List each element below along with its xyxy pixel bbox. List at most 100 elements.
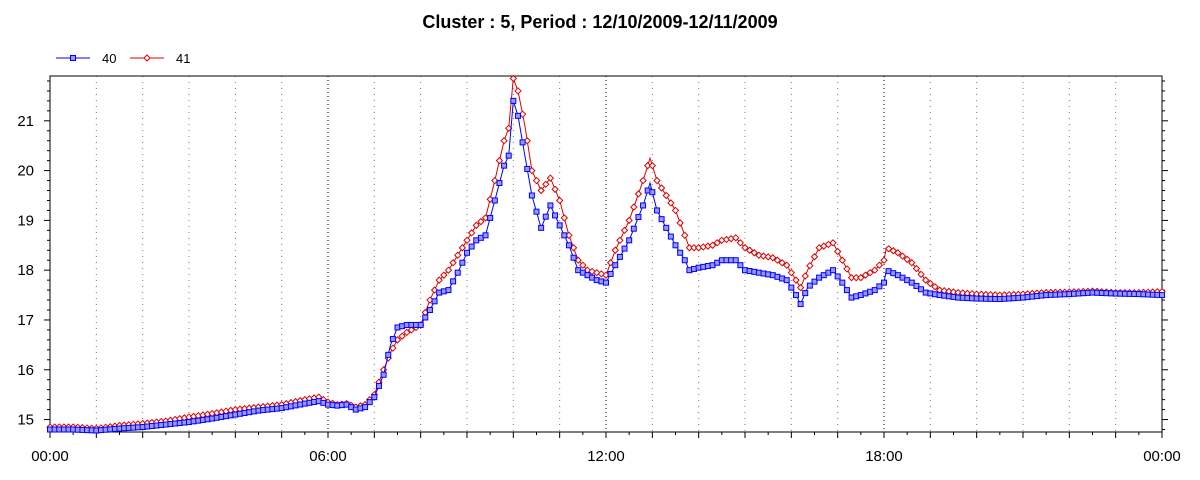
data-point xyxy=(881,279,887,286)
data-point xyxy=(375,382,382,389)
y-tick-label: 15 xyxy=(17,412,34,429)
data-point xyxy=(737,262,744,269)
data-point xyxy=(597,270,606,278)
data-point xyxy=(913,282,920,289)
data-point xyxy=(454,269,461,276)
data-point xyxy=(732,234,740,242)
data-point xyxy=(713,239,721,247)
data-point xyxy=(640,202,647,209)
data-point xyxy=(482,232,489,239)
data-point xyxy=(454,251,462,259)
data-point xyxy=(403,328,411,337)
data-point xyxy=(903,255,911,264)
data-point xyxy=(510,97,517,104)
data-point xyxy=(871,287,878,294)
data-point xyxy=(788,284,795,291)
data-point xyxy=(671,206,680,215)
data-point xyxy=(458,244,467,252)
data-point xyxy=(908,279,915,286)
data-point xyxy=(579,261,587,269)
data-point xyxy=(797,301,804,308)
x-tick-label: 00:00 xyxy=(1143,448,1181,465)
data-point xyxy=(380,371,387,378)
data-point xyxy=(732,257,739,264)
data-point xyxy=(389,344,397,352)
data-point xyxy=(570,254,577,261)
legend-marker xyxy=(143,54,151,62)
y-tick-label: 21 xyxy=(17,113,34,130)
data-point xyxy=(866,268,874,277)
data-point xyxy=(677,249,684,256)
x-tick-label: 00:00 xyxy=(31,448,69,465)
data-point xyxy=(889,247,897,255)
series-layer xyxy=(46,74,1166,434)
data-point xyxy=(838,256,847,264)
data-point xyxy=(630,225,637,232)
data-point xyxy=(626,237,633,244)
data-point xyxy=(616,253,623,260)
data-point xyxy=(708,241,717,249)
data-point xyxy=(649,189,656,196)
data-point xyxy=(524,165,531,172)
data-point xyxy=(389,336,396,343)
data-point xyxy=(621,245,628,252)
data-point xyxy=(875,261,884,269)
data-point xyxy=(491,176,499,185)
data-point xyxy=(546,174,555,182)
data-point xyxy=(426,307,433,314)
data-point xyxy=(450,278,457,285)
data-point xyxy=(783,277,790,284)
data-point xyxy=(658,216,665,223)
data-point xyxy=(681,231,689,240)
data-point xyxy=(657,184,666,192)
data-point xyxy=(560,214,569,222)
data-point xyxy=(755,251,763,259)
data-point xyxy=(782,261,791,269)
data-point xyxy=(792,276,800,284)
data-point xyxy=(667,233,674,240)
data-point xyxy=(917,270,925,279)
data-point xyxy=(894,249,902,257)
data-point xyxy=(630,203,638,211)
data-point xyxy=(463,236,471,245)
data-point xyxy=(542,180,550,189)
data-point xyxy=(653,207,660,214)
data-point xyxy=(514,87,522,95)
y-tick-label: 17 xyxy=(17,312,34,329)
data-point xyxy=(801,272,809,280)
data-point xyxy=(430,286,439,294)
data-point xyxy=(514,112,521,119)
data-point xyxy=(444,266,453,274)
data-point xyxy=(588,267,596,276)
data-point xyxy=(496,180,503,187)
data-point xyxy=(921,276,930,284)
legend: 40 41 xyxy=(56,51,190,66)
data-point xyxy=(898,252,907,260)
data-point xyxy=(648,161,657,170)
data-point xyxy=(662,191,670,200)
y-tick-label: 16 xyxy=(17,362,34,379)
data-point xyxy=(834,273,841,280)
data-point xyxy=(537,186,545,195)
chart-title: Cluster : 5, Period : 12/10/2009-12/11/2… xyxy=(422,12,778,32)
data-point xyxy=(551,185,559,193)
data-point xyxy=(857,273,865,282)
plot-area xyxy=(49,75,1163,433)
data-point xyxy=(792,292,799,299)
data-point xyxy=(607,270,614,277)
x-tick-label: 12:00 xyxy=(587,448,625,465)
data-point xyxy=(908,259,916,267)
data-point xyxy=(500,137,508,145)
data-point xyxy=(542,213,549,220)
data-point xyxy=(667,199,675,207)
data-point xyxy=(672,242,679,249)
data-point xyxy=(778,259,786,267)
data-point xyxy=(1159,292,1165,299)
data-point xyxy=(547,202,554,209)
series-40 xyxy=(47,97,1165,434)
data-point xyxy=(745,246,754,254)
data-point xyxy=(811,278,818,285)
y-tick-label: 18 xyxy=(17,262,34,279)
data-point xyxy=(806,261,814,270)
